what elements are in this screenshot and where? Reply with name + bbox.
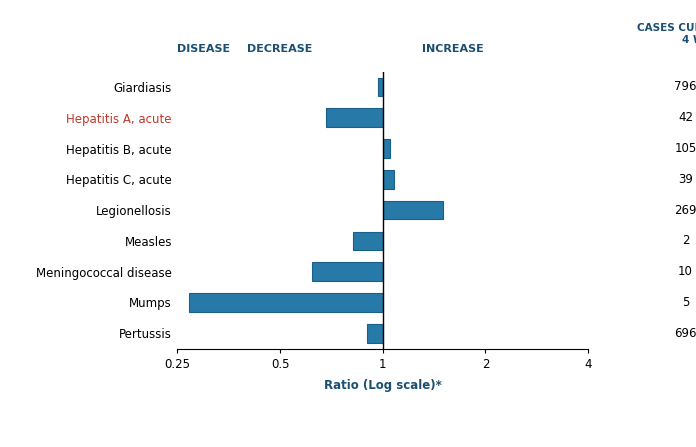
Text: 696: 696	[674, 327, 696, 340]
Text: CASES CURRENT
4 WEEKS: CASES CURRENT 4 WEEKS	[638, 23, 696, 45]
Text: 796: 796	[674, 80, 696, 93]
Text: DISEASE: DISEASE	[177, 44, 230, 54]
Bar	[383, 139, 390, 158]
Bar	[312, 262, 383, 281]
Text: DECREASE: DECREASE	[248, 44, 313, 54]
Bar	[383, 201, 443, 219]
Bar	[379, 78, 383, 96]
Bar	[367, 324, 383, 342]
Text: 5: 5	[682, 296, 689, 309]
Text: INCREASE: INCREASE	[422, 44, 483, 54]
Bar	[354, 232, 383, 250]
Text: 39: 39	[678, 173, 693, 186]
Bar	[189, 293, 383, 312]
Text: 269: 269	[674, 203, 696, 217]
Bar	[326, 109, 383, 127]
Text: 105: 105	[674, 142, 696, 155]
Bar	[383, 170, 394, 189]
Text: 2: 2	[682, 234, 689, 247]
Text: 42: 42	[678, 111, 693, 124]
Text: 10: 10	[678, 265, 693, 278]
X-axis label: Ratio (Log scale)*: Ratio (Log scale)*	[324, 379, 442, 392]
